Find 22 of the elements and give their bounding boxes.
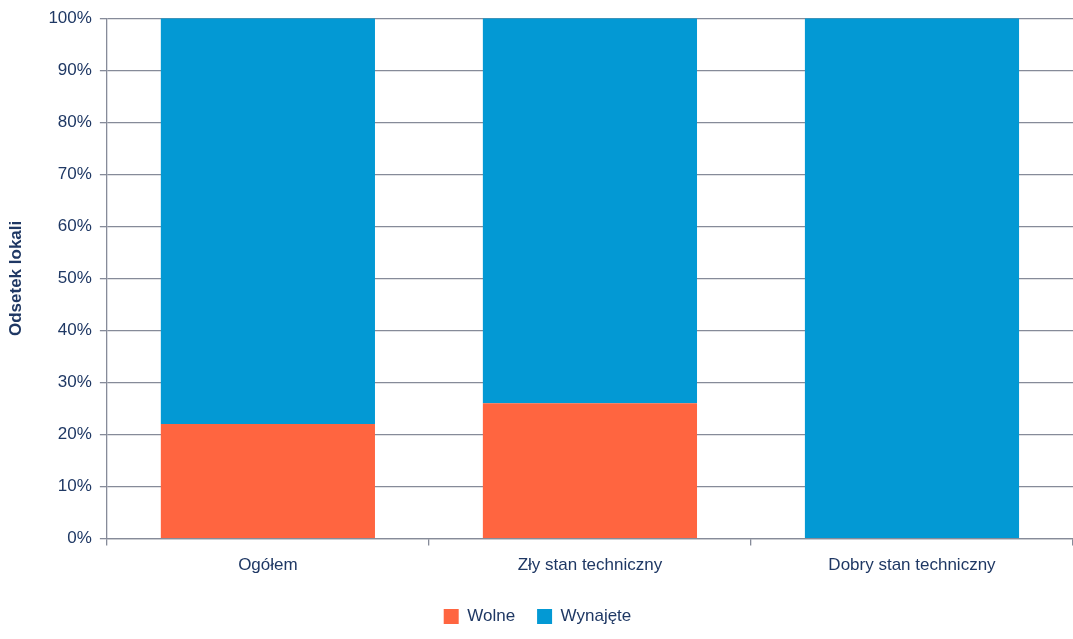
bar: [160, 424, 375, 538]
x-tick-label: Dobry stan techniczny: [828, 555, 997, 575]
legend-label: Wynajęte: [560, 606, 632, 626]
x-tick-label: Zły stan techniczny: [517, 555, 663, 575]
y-tick-label: 10%: [57, 476, 92, 496]
x-tick-label: Ogółem: [238, 555, 298, 575]
bar: [482, 18, 698, 404]
bar: [482, 403, 698, 538]
y-tick-label: 30%: [57, 372, 92, 392]
bar: [804, 18, 1020, 538]
y-tick-label: 20%: [57, 424, 92, 444]
legend-label: Wolne: [467, 606, 516, 626]
y-tick-label: 50%: [57, 268, 92, 288]
y-tick-label: 0%: [67, 528, 92, 548]
bar: [160, 18, 375, 425]
y-tick-label: 80%: [57, 111, 92, 131]
y-tick-label: 60%: [57, 216, 92, 236]
y-tick-label: 70%: [57, 164, 92, 184]
y-tick-label: 100%: [48, 7, 92, 27]
y-tick-label: 40%: [57, 320, 92, 340]
y-tick-label: 90%: [57, 59, 92, 79]
y-axis-title: Odsetek lokali: [5, 220, 25, 337]
